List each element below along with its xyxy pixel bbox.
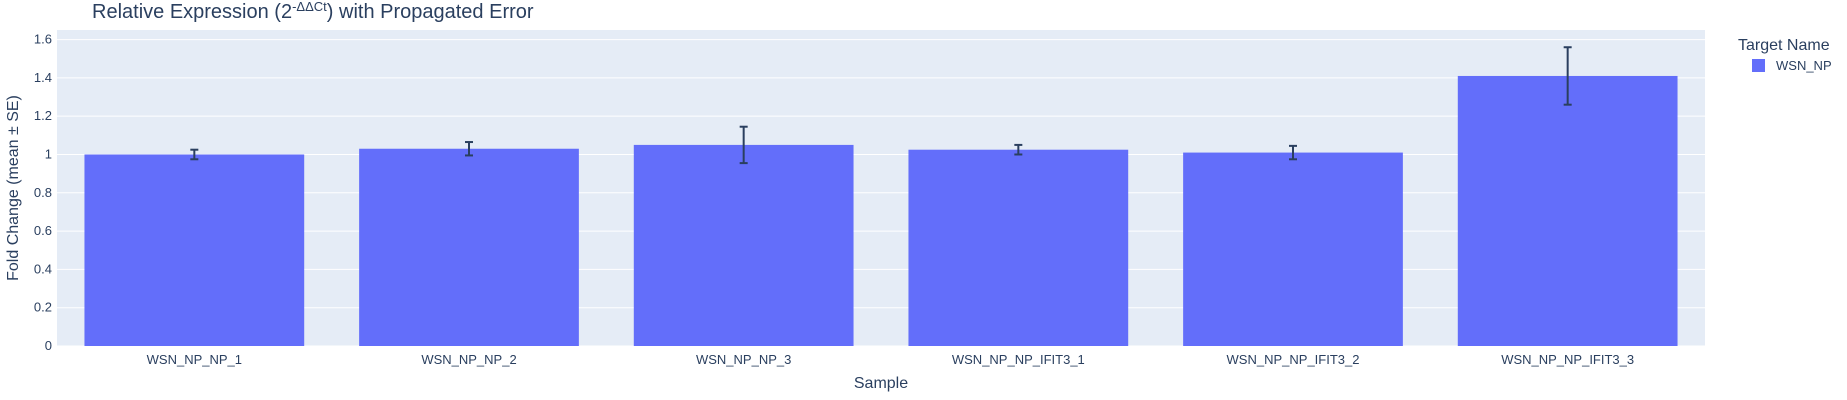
x-tick-label: WSN_NP_NP_IFIT3_3 bbox=[1501, 352, 1634, 367]
y-tick-label: 1.4 bbox=[34, 70, 52, 85]
chart-title: Relative Expression (2-ΔΔCt) with Propag… bbox=[92, 0, 534, 23]
y-tick-label: 1.6 bbox=[34, 32, 52, 47]
y-tick-label: 0.4 bbox=[34, 261, 52, 276]
y-tick-label: 0.8 bbox=[34, 185, 52, 200]
chart-title-prefix: Relative Expression (2 bbox=[92, 1, 292, 23]
y-tick-label: 0.2 bbox=[34, 300, 52, 315]
x-tick-label: WSN_NP_NP_3 bbox=[696, 352, 791, 367]
x-tick-label: WSN_NP_NP_IFIT3_1 bbox=[952, 352, 1085, 367]
x-tick-label: WSN_NP_NP_2 bbox=[421, 352, 516, 367]
y-tick-label: 1 bbox=[45, 146, 52, 161]
y-axis-label: Fold Change (mean ± SE) bbox=[5, 95, 22, 281]
bar[interactable] bbox=[908, 149, 1129, 346]
bars bbox=[84, 75, 1678, 347]
bar[interactable] bbox=[633, 144, 854, 346]
y-tick-label: 0.6 bbox=[34, 223, 52, 238]
chart-title-suffix: ) with Propagated Error bbox=[327, 1, 534, 23]
x-axis-label: Sample bbox=[854, 375, 908, 392]
x-tick-label: WSN_NP_NP_IFIT3_2 bbox=[1227, 352, 1360, 367]
bar[interactable] bbox=[359, 148, 579, 346]
x-axis-ticks: WSN_NP_NP_1 WSN_NP_NP_2 WSN_NP_NP_3 WSN_NP_… bbox=[147, 352, 1634, 367]
gridlines bbox=[57, 39, 1705, 347]
bar[interactable] bbox=[1183, 152, 1403, 346]
legend[interactable]: Target Name WSN_NP bbox=[1738, 37, 1832, 73]
legend-title: Target Name bbox=[1738, 37, 1830, 54]
legend-item-label[interactable]: WSN_NP bbox=[1776, 58, 1832, 73]
plot-area bbox=[57, 30, 1705, 346]
y-axis-ticks: 0 0.2 0.4 0.6 0.8 1 1.2 1.4 1.6 bbox=[34, 32, 52, 353]
chart-title-exponent: -ΔΔCt bbox=[292, 0, 327, 14]
y-tick-label: 0 bbox=[45, 338, 52, 353]
bar[interactable] bbox=[84, 154, 305, 346]
x-tick-label: WSN_NP_NP_1 bbox=[147, 352, 242, 367]
legend-swatch[interactable] bbox=[1752, 59, 1765, 72]
y-tick-label: 1.2 bbox=[34, 108, 52, 123]
bar[interactable] bbox=[1457, 75, 1678, 347]
error-bars bbox=[190, 46, 1572, 165]
